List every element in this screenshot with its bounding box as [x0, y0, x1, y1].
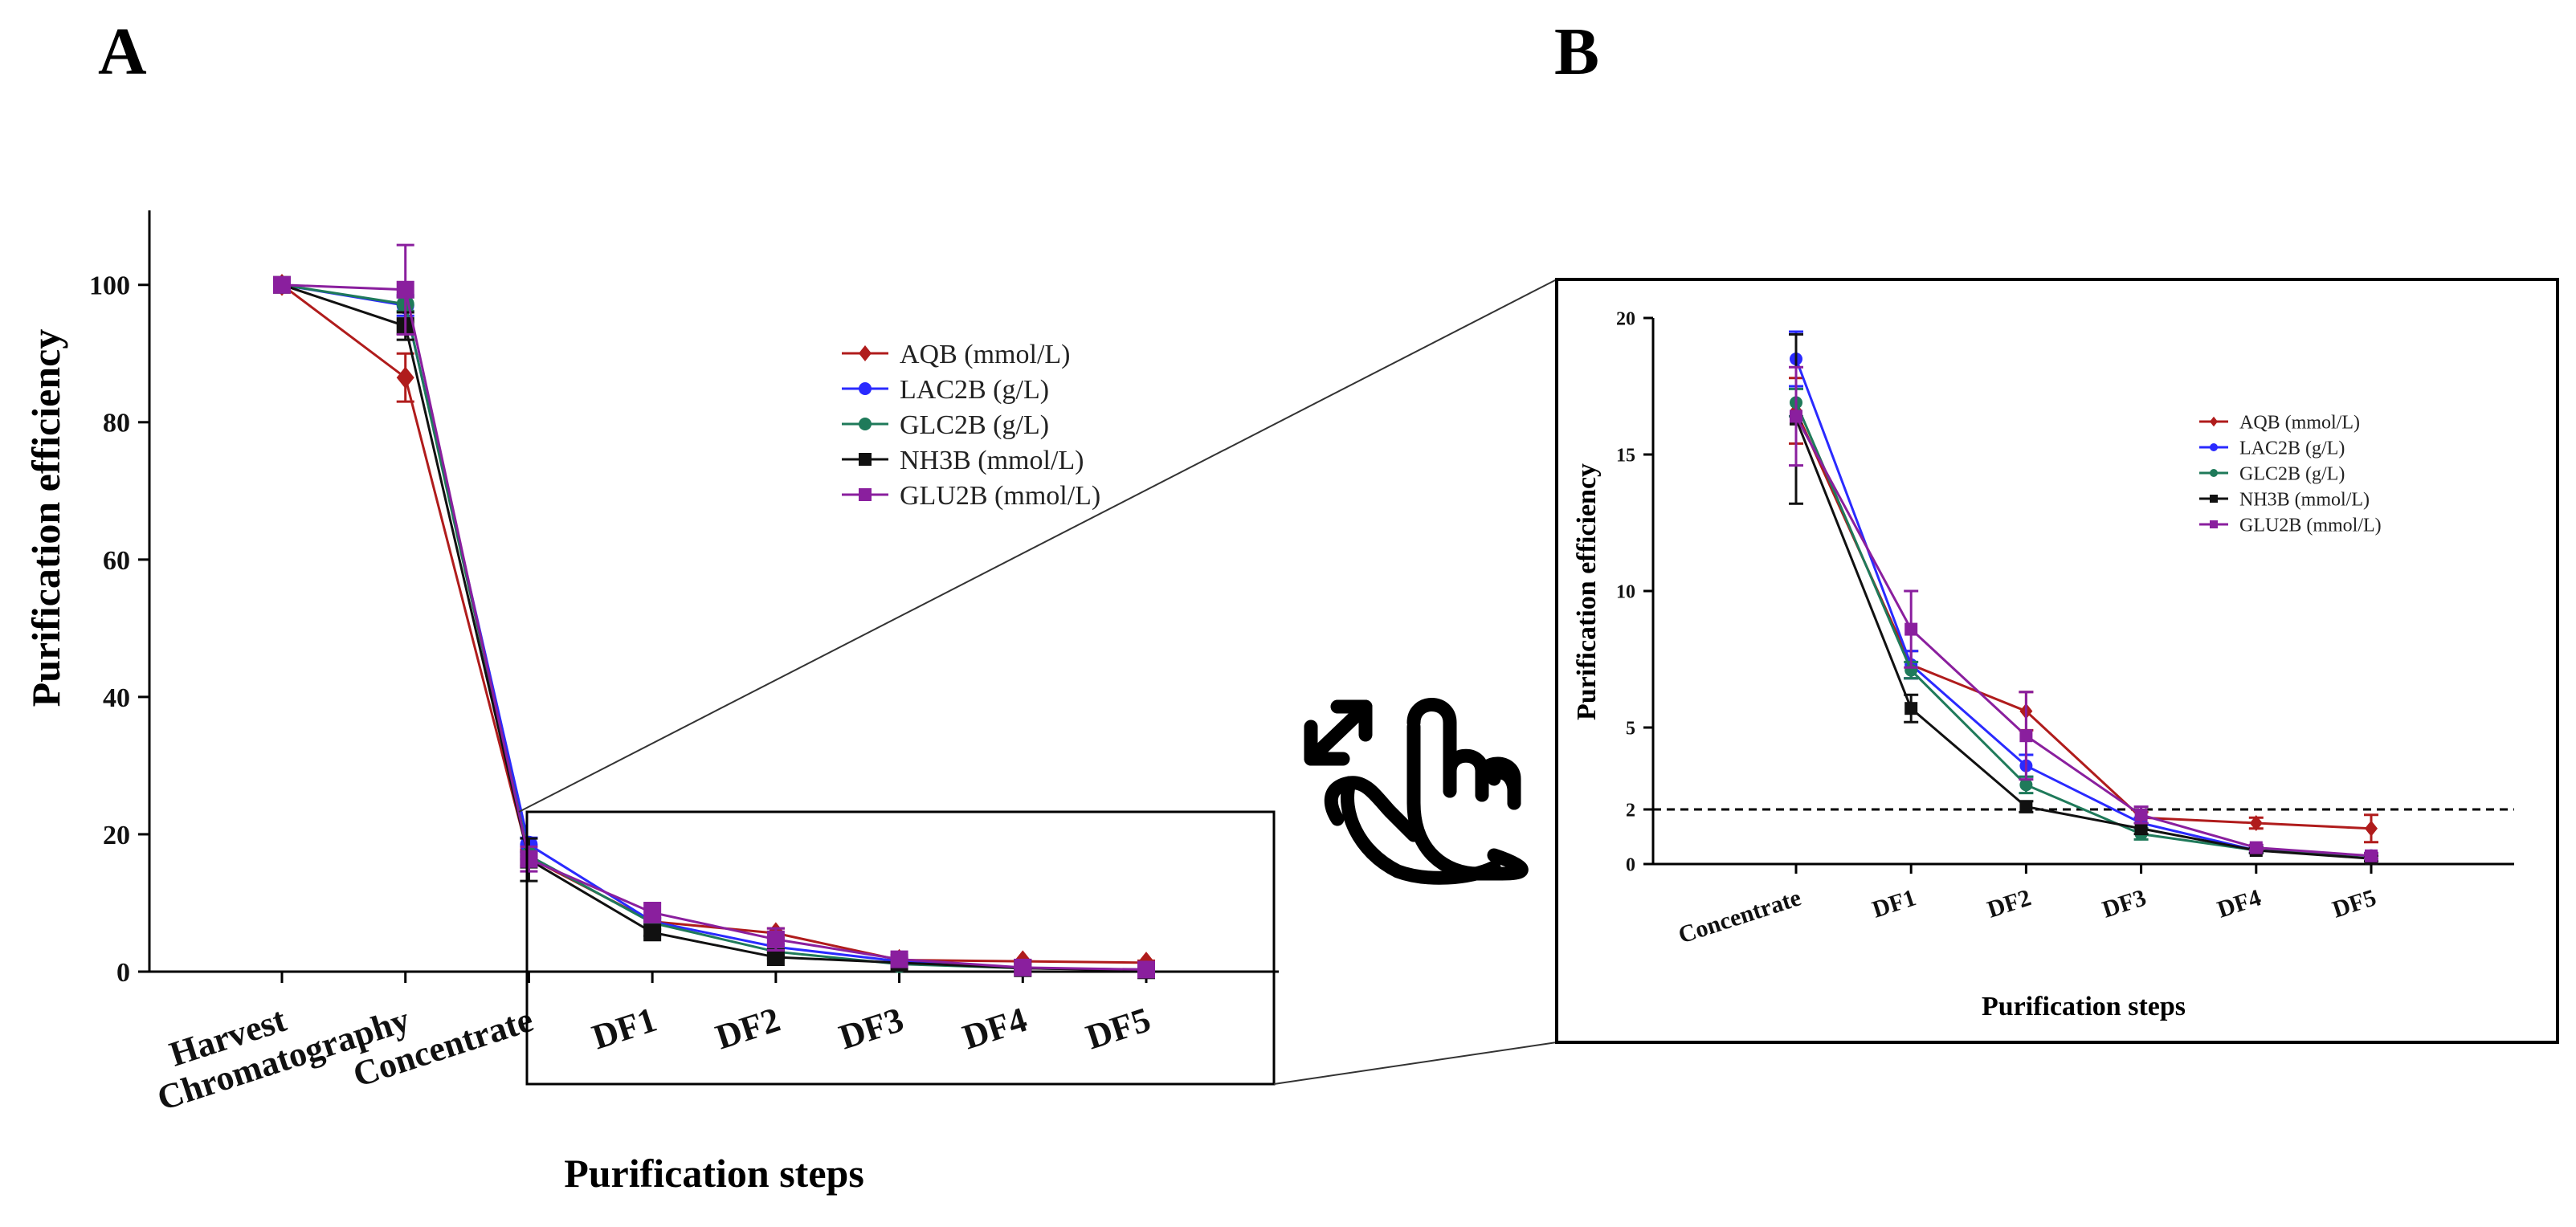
chart-b-nh3b-mmol-l-legend-marker [2210, 495, 2218, 503]
chart-a-y-tick-label: 40 [103, 683, 130, 713]
chart-a-aqb-mmol-l-point [396, 366, 414, 389]
chart-b-glu2b-mmol-l-legend-marker [2210, 520, 2218, 528]
chart-a-lac2b-g-l-legend-marker [859, 382, 872, 395]
chart-a-nh3b-mmol-l-legend-label: NH3B (mmol/L) [900, 446, 1084, 475]
chart-a-glu2b-mmol-l-point [520, 850, 538, 868]
chart-a-glu2b-mmol-l-point [890, 950, 908, 968]
zoom-connector-top [518, 279, 1557, 813]
pinch-zoom-hand-icon [1304, 698, 1529, 885]
chart-a-y-tick-label: 20 [103, 821, 130, 850]
chart-a-glc2b-g-l-legend-marker [859, 418, 872, 430]
zoom-connector-bottom [1273, 1042, 1557, 1085]
chart-b-glu2b-mmol-l-point [1790, 410, 1802, 423]
chart-a-x-tick-label: DF5 [1081, 1000, 1155, 1058]
chart-b-aqb-mmol-l-line [1794, 410, 2372, 830]
chart-a-glu2b-mmol-l-point [1014, 958, 1032, 976]
chart-a-aqb-mmol-l-line [281, 283, 1147, 964]
chart-b-glu2b-mmol-l-point [2249, 841, 2263, 854]
chart-b-y-axis-title: Purification efficiency [1572, 463, 1602, 720]
chart-a-x-axis-title: Purification steps [564, 1151, 864, 1196]
chart-b-aqb-mmol-l-point [2365, 820, 2378, 837]
chart-b-nh3b-mmol-l-point [1904, 702, 1918, 715]
chart-b-y-tick-label: 15 [1616, 445, 1635, 466]
chart-a-glu2b-mmol-l-legend-marker [859, 488, 872, 501]
chart-b-aqb-mmol-l-point [2249, 815, 2263, 831]
chart-a-glu2b-mmol-l-legend-label: GLU2B (mmol/L) [900, 481, 1100, 511]
zoom-region-box [525, 810, 1276, 1086]
chart-a-glu2b-mmol-l-line [281, 283, 1147, 971]
chart-b-y-tick-label: 10 [1616, 581, 1635, 602]
chart-b-glu2b-mmol-l-point [2019, 729, 2033, 743]
chart-b-y-tick-label: 0 [1626, 854, 1635, 875]
chart-b-glu2b-mmol-l-point [1904, 622, 1918, 636]
chart-a-lac2b-g-l-legend-label: LAC2B (g/L) [900, 375, 1049, 405]
chart-b-aqb-mmol-l-legend-marker [2210, 416, 2218, 427]
chart-a-glu2b-mmol-l-point [643, 903, 662, 922]
chart-a-glu2b-mmol-l-point [396, 280, 414, 299]
chart-a-glu2b-mmol-l-point [1137, 960, 1155, 979]
chart-a-y-tick-label: 80 [103, 409, 130, 438]
chart-b-y-tick-label: 20 [1616, 308, 1635, 329]
chart-b-glu2b-mmol-l-line [1794, 415, 2372, 858]
chart-a-nh3b-mmol-l-point [766, 948, 785, 967]
chart-a-aqb-mmol-l-legend-marker [859, 345, 872, 361]
chart-b-glc2b-g-l-point [2019, 778, 2033, 792]
chart-a-x-tick-label: DF2 [711, 1000, 785, 1058]
chart-a-y-axis-title: Purification efficiency [23, 329, 68, 707]
chart-b-glc2b-g-l-legend-label: GLC2B (g/L) [2239, 463, 2345, 484]
chart-b-glu2b-mmol-l-legend-label: GLU2B (mmol/L) [2239, 515, 2382, 536]
chart-b-nh3b-mmol-l-point [2134, 821, 2148, 835]
chart-a-x-tick-label: DF3 [835, 1000, 908, 1058]
chart-b-lac2b-g-l-legend-label: LAC2B (g/L) [2239, 438, 2345, 459]
chart-a-glu2b-mmol-l-point [273, 275, 291, 294]
chart-a-aqb-mmol-l-legend-label: AQB (mmol/L) [900, 340, 1070, 369]
chart-b-x-axis-title: Purification steps [1982, 992, 2186, 1021]
chart-b-nh3b-mmol-l-point [2019, 800, 2033, 813]
chart-a-y-tick-label: 60 [103, 546, 130, 576]
panel-a-letter: A [98, 14, 147, 89]
chart-a: 020406080100HarvestChromatographyConcent… [23, 210, 1279, 1196]
chart-a-y-tick-label: 100 [89, 271, 130, 301]
chart-a-nh3b-mmol-l-legend-marker [859, 453, 872, 466]
chart-a-x-tick-label: DF4 [958, 1000, 1032, 1058]
chart-b-y-tick-label: 2 [1626, 800, 1635, 821]
chart-a-x-tick-label: DF1 [587, 1000, 661, 1058]
chart-a-nh3b-mmol-l-point [643, 923, 662, 942]
chart-b-lac2b-g-l-legend-marker [2210, 443, 2218, 451]
chart-a-glc2b-g-l-legend-label: GLC2B (g/L) [900, 410, 1049, 440]
chart-b-glc2b-g-l-legend-marker [2210, 469, 2218, 477]
chart-a-y-tick-label: 0 [116, 958, 130, 988]
chart-b-nh3b-mmol-l-legend-label: NH3B (mmol/L) [2239, 489, 2370, 510]
chart-a-glu2b-mmol-l-point [766, 930, 785, 948]
chart-b-aqb-mmol-l-legend-label: AQB (mmol/L) [2239, 412, 2360, 433]
chart-b-glu2b-mmol-l-point [2365, 849, 2378, 862]
chart-b-glu2b-mmol-l-point [2134, 808, 2148, 821]
panel-b-letter: B [1554, 14, 1599, 89]
inset-frame [1555, 278, 2559, 1044]
chart-b-nh3b-mmol-l-line [1794, 418, 2372, 860]
chart-b-y-tick-label: 5 [1626, 718, 1635, 739]
